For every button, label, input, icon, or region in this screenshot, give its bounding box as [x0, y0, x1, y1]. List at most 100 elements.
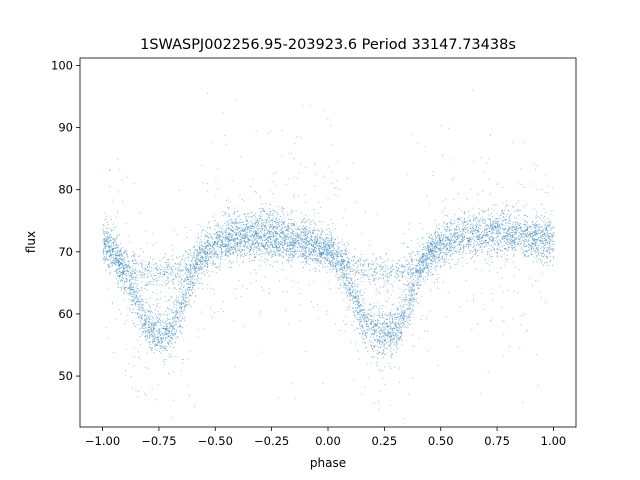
data-point — [195, 269, 197, 271]
data-point — [234, 232, 236, 234]
data-point — [319, 236, 321, 238]
data-point — [356, 307, 358, 309]
data-point — [428, 267, 430, 269]
data-point — [340, 262, 342, 264]
data-point — [306, 235, 307, 237]
data-point — [186, 301, 188, 303]
data-point — [423, 243, 425, 245]
data-point — [120, 262, 122, 264]
data-point — [167, 317, 169, 319]
data-point — [106, 239, 108, 241]
data-point — [292, 223, 294, 225]
data-point — [477, 239, 479, 241]
data-point — [411, 264, 413, 265]
data-point — [313, 230, 315, 232]
data-point — [545, 241, 547, 243]
data-point — [487, 252, 489, 254]
data-point — [217, 231, 219, 233]
data-point — [144, 321, 146, 323]
data-point — [192, 282, 194, 284]
data-point — [108, 267, 110, 269]
data-point — [478, 208, 480, 210]
data-point — [209, 226, 211, 228]
data-point — [381, 314, 383, 316]
data-point — [356, 327, 358, 329]
data-point — [230, 239, 232, 241]
data-point — [531, 242, 533, 244]
data-point — [396, 342, 398, 344]
data-point — [497, 225, 499, 227]
data-point — [122, 269, 124, 271]
data-point — [466, 224, 468, 226]
data-point — [360, 313, 362, 315]
data-point — [214, 251, 216, 253]
data-point — [505, 238, 507, 240]
data-point — [228, 228, 230, 230]
data-point — [549, 226, 551, 228]
data-point — [266, 219, 268, 221]
data-point — [404, 296, 406, 298]
data-point — [484, 231, 486, 233]
data-point — [481, 244, 483, 246]
data-point — [455, 228, 457, 230]
data-point — [343, 269, 345, 271]
data-point — [450, 250, 452, 252]
data-point — [448, 251, 450, 253]
data-point — [171, 333, 173, 335]
data-point — [356, 317, 358, 319]
data-point — [126, 278, 128, 280]
data-point — [328, 228, 330, 230]
data-point — [436, 243, 438, 245]
data-point — [198, 261, 200, 263]
data-point — [201, 256, 203, 258]
data-point — [314, 252, 316, 254]
data-point — [126, 279, 128, 281]
data-point — [495, 239, 497, 241]
data-point — [436, 279, 438, 281]
data-point — [467, 243, 469, 245]
data-point — [486, 245, 488, 247]
data-point — [393, 337, 395, 339]
data-point — [311, 240, 313, 242]
data-point — [282, 211, 284, 213]
data-point — [488, 218, 490, 220]
data-point — [543, 247, 545, 249]
data-point — [317, 229, 319, 231]
data-point — [495, 218, 497, 220]
data-point — [480, 245, 482, 247]
data-point — [199, 258, 201, 260]
data-point — [256, 217, 258, 219]
data-point — [167, 314, 169, 316]
data-point — [483, 210, 485, 212]
data-point — [525, 240, 527, 242]
data-point — [405, 294, 407, 296]
data-point — [353, 297, 355, 299]
data-point — [343, 267, 345, 269]
data-point — [525, 250, 527, 252]
data-point — [193, 275, 195, 277]
data-point — [273, 253, 275, 255]
data-point — [462, 237, 464, 239]
data-point — [243, 235, 245, 237]
data-point — [330, 271, 332, 273]
data-point — [526, 228, 528, 230]
data-point — [301, 241, 303, 243]
data-point — [269, 213, 271, 215]
data-point — [465, 231, 467, 233]
data-point — [192, 282, 194, 284]
data-point — [374, 331, 376, 333]
data-point — [520, 236, 522, 238]
data-point — [493, 248, 495, 250]
data-point — [206, 246, 208, 248]
data-point — [310, 236, 312, 238]
data-point — [121, 271, 123, 273]
data-point — [356, 298, 358, 300]
data-point — [500, 223, 502, 225]
data-point — [527, 239, 529, 241]
data-point — [534, 231, 536, 233]
data-point — [492, 224, 494, 226]
data-point — [468, 242, 470, 244]
data-point — [106, 240, 108, 242]
data-point — [181, 291, 183, 293]
data-point — [346, 267, 348, 269]
